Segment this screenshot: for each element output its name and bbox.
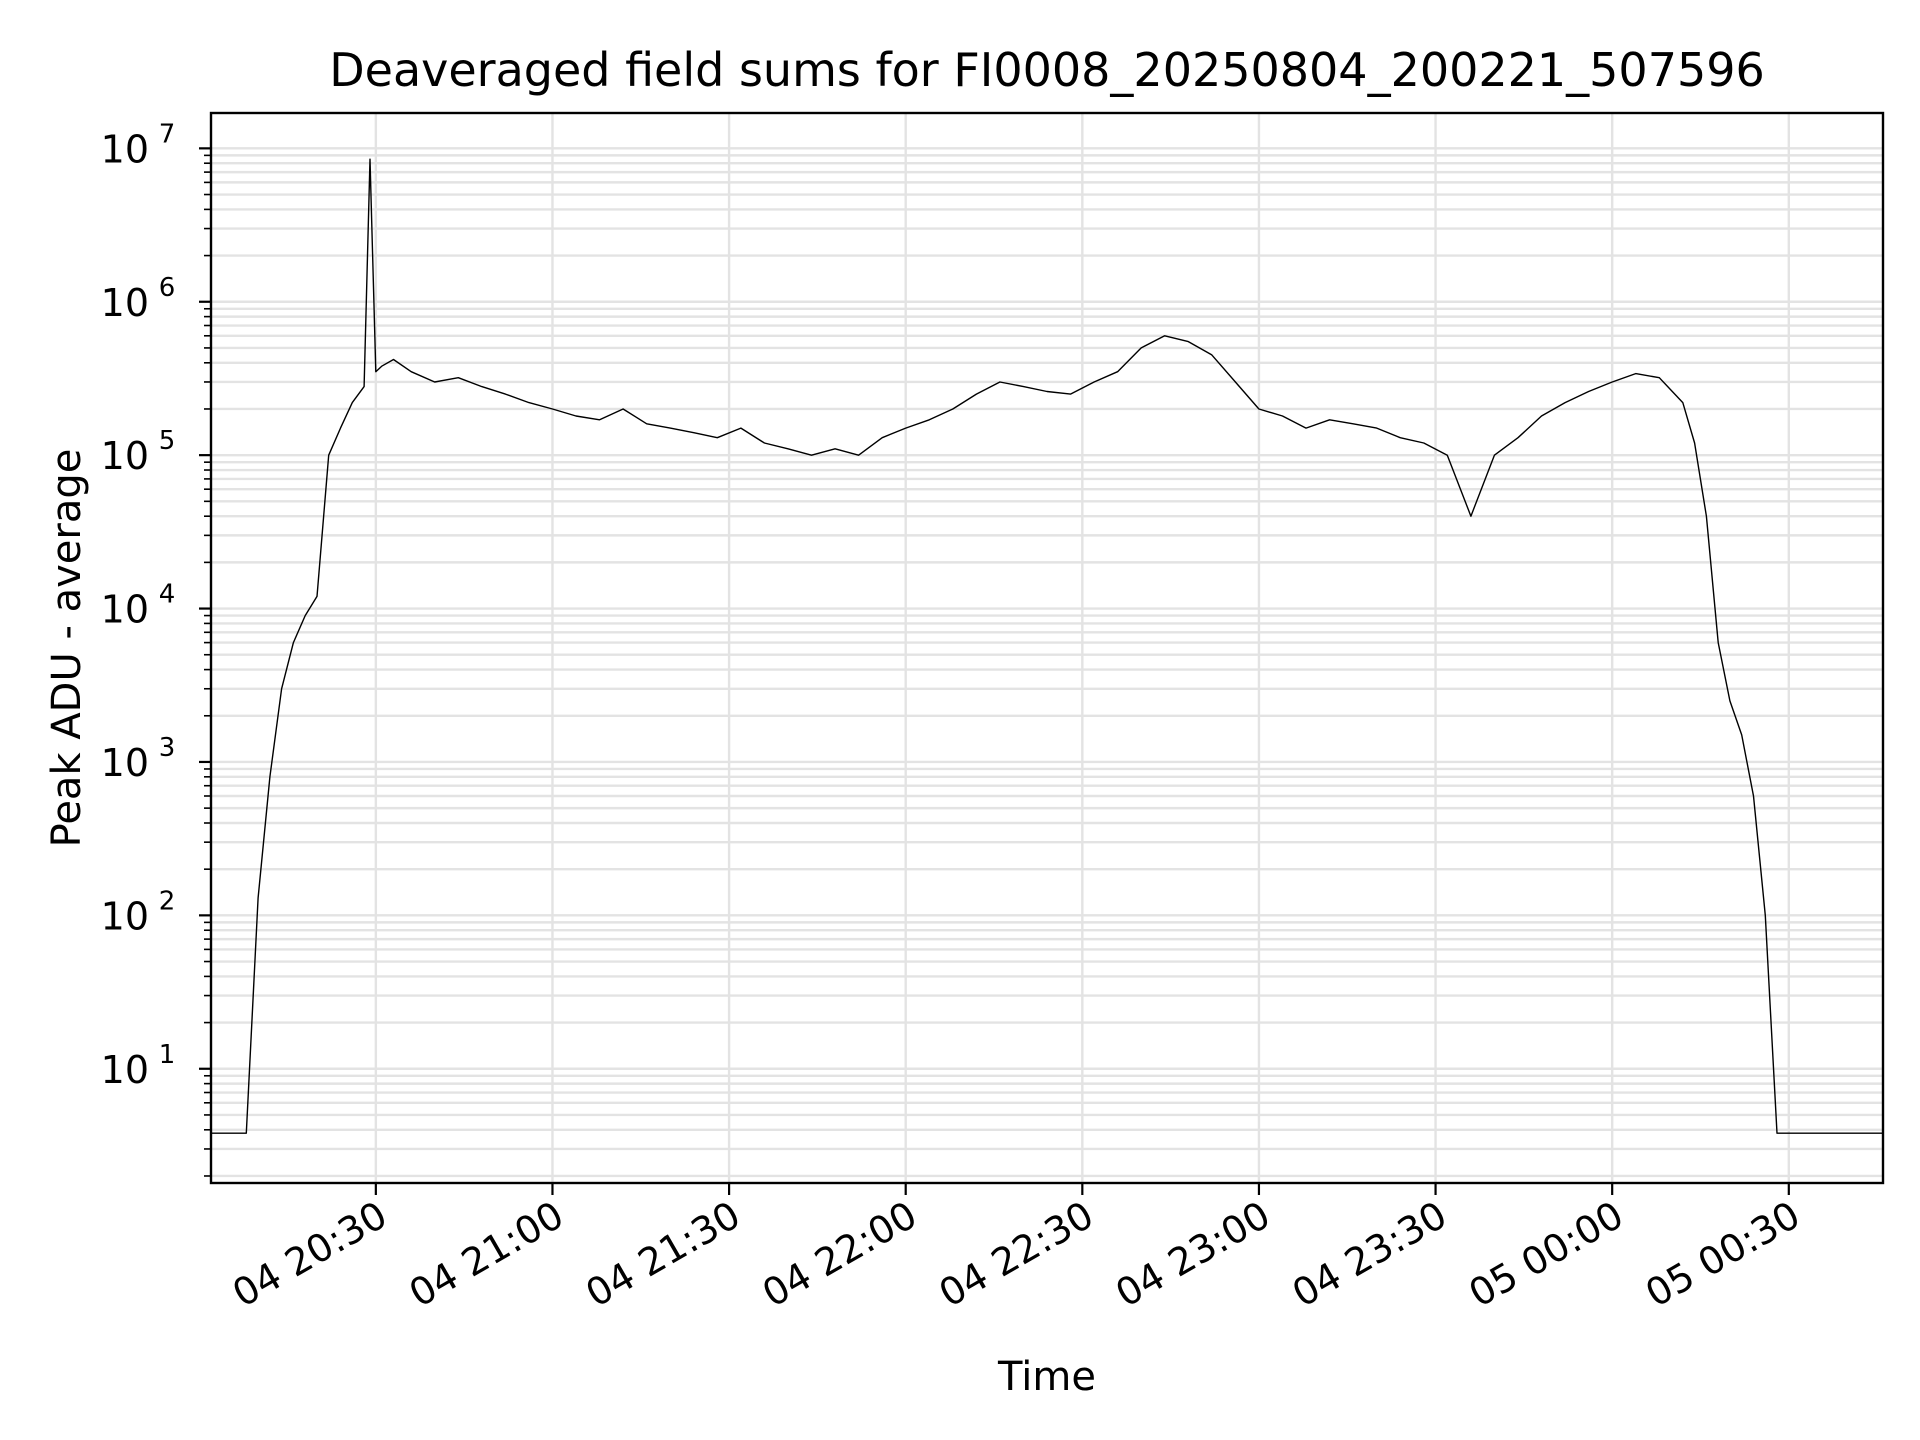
- y-tick-exponent: 4: [159, 580, 176, 610]
- y-tick-base: 10: [101, 1048, 149, 1092]
- y-tick-exponent: 7: [159, 119, 176, 149]
- y-tick-label: 10: [101, 1048, 149, 1092]
- y-tick-base: 10: [101, 588, 149, 632]
- y-tick-base: 10: [101, 127, 149, 171]
- y-tick-base: 10: [101, 434, 149, 478]
- chart-title: Deaveraged field sums for FI0008_2025080…: [329, 43, 1765, 97]
- y-tick-exponent: 2: [159, 886, 176, 916]
- y-tick-base: 10: [101, 281, 149, 325]
- y-tick-base: 10: [101, 894, 149, 938]
- y-tick-base: 10: [101, 741, 149, 785]
- grid: [211, 113, 1883, 1183]
- y-tick-label: 10: [101, 281, 149, 325]
- y-tick-exponent: 1: [159, 1040, 176, 1070]
- y-tick-exponent: 6: [159, 273, 176, 303]
- x-axis-label: Time: [997, 1354, 1096, 1400]
- y-tick-exponent: 5: [159, 426, 176, 456]
- series-line-0: [211, 158, 1883, 1134]
- y-axis-label: Peak ADU - average: [44, 449, 90, 848]
- y-tick-label: 10: [101, 127, 149, 171]
- y-tick-label: 10: [101, 588, 149, 632]
- y-tick-label: 10: [101, 741, 149, 785]
- y-tick-label: 10: [101, 434, 149, 478]
- series-layer: [211, 158, 1883, 1134]
- y-tick-exponent: 3: [159, 733, 176, 763]
- plot-frame: [209, 111, 1885, 1185]
- y-tick-label: 10: [101, 894, 149, 938]
